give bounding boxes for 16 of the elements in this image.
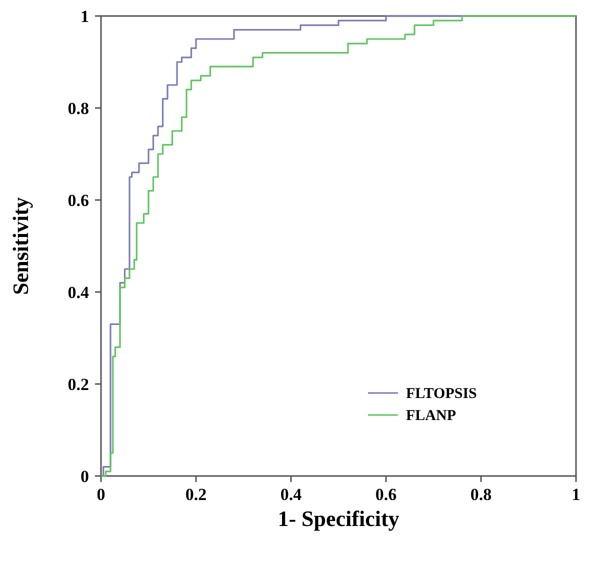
x-axis-title: 1- Specificity	[278, 506, 400, 531]
y-axis-title: Sensitivity	[8, 197, 33, 295]
legend-label: FLTOPSIS	[406, 386, 477, 402]
legend-label: FLANP	[406, 408, 456, 424]
x-tick-label: 0.8	[470, 485, 492, 504]
x-tick-label: 0.4	[280, 485, 302, 504]
y-tick-label: 0	[80, 467, 89, 486]
y-tick-label: 0.8	[68, 99, 89, 118]
x-tick-label: 0.2	[185, 485, 207, 504]
x-tick-label: 1	[572, 485, 580, 504]
y-tick-label: 0.2	[68, 375, 89, 394]
x-tick-label: 0	[96, 485, 106, 504]
y-tick-label: 1	[80, 7, 89, 26]
x-tick-label: 0.6	[375, 485, 397, 504]
y-tick-label: 0.4	[68, 283, 90, 302]
y-tick-label: 0.6	[68, 191, 89, 210]
